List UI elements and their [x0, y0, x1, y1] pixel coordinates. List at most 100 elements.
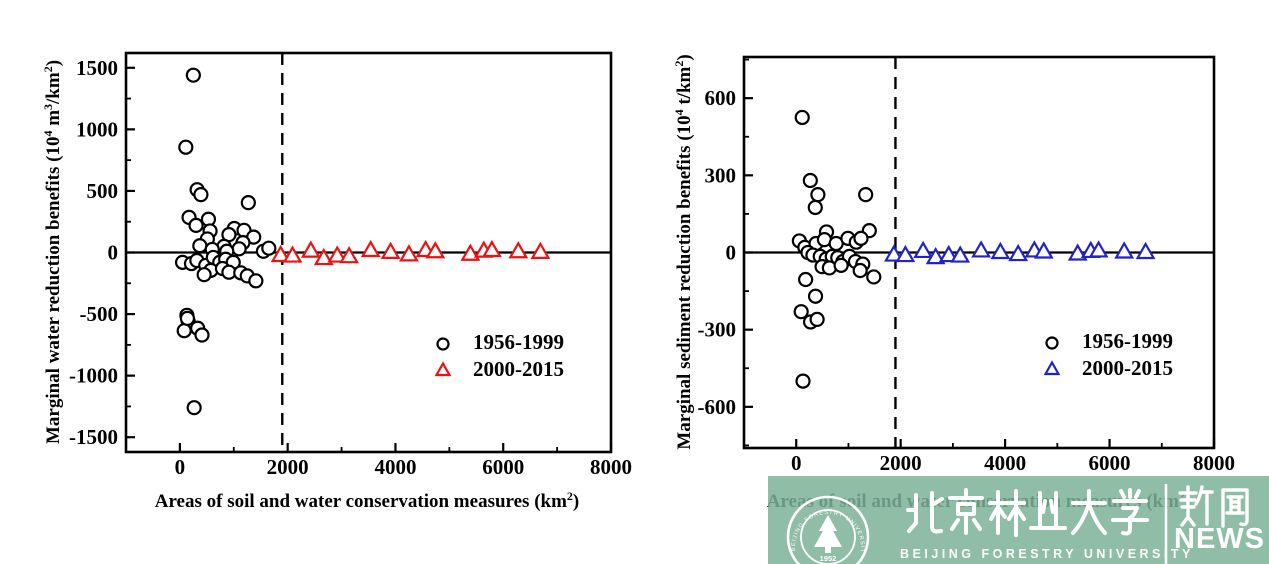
y-axis-label-right: Marginal sediment reduction benefits (10…: [671, 54, 696, 450]
data-point-circle: [866, 269, 882, 285]
data-point-triangle: [270, 244, 291, 263]
data-point-circle: [186, 400, 202, 416]
data-point-circle: [807, 288, 824, 304]
data-point-triangle: [925, 246, 946, 265]
university-name-english: BEIJING FORESTRY UNIVERSITY: [900, 547, 1194, 561]
data-point-circle: [176, 323, 192, 339]
cjk-char-xin: [1178, 485, 1214, 527]
cjk-char-lin: [988, 489, 1026, 537]
y-tick-label: 1500: [76, 56, 118, 80]
legend-label: 1956-1999: [1082, 329, 1173, 353]
legend-item-triangles: 2000-2015: [1034, 355, 1173, 382]
series-1956-1999: [791, 109, 882, 389]
news-cn-calligraphy: [1178, 485, 1249, 528]
data-point-triangle: [530, 241, 551, 259]
data-point-circle: [833, 257, 849, 273]
data-point-triangle: [460, 243, 481, 261]
y-tick-label: 0: [726, 241, 737, 265]
data-point-triangle: [399, 244, 419, 262]
data-point-triangle: [380, 241, 401, 259]
x-tick-label: 4000: [374, 455, 416, 479]
cjk-char-ye: [1029, 491, 1067, 530]
x-tick-label: 2000: [880, 451, 922, 475]
data-point-triangle: [1067, 243, 1088, 261]
data-point-triangle: [883, 244, 904, 262]
data-point-circle: [795, 373, 811, 389]
x-tick-label: 0: [791, 451, 802, 475]
x-tick-label: 0: [175, 455, 186, 479]
x-tick-label: 6000: [482, 455, 524, 479]
triangle-marker-icon: [1043, 359, 1061, 375]
data-point-circle: [793, 304, 809, 320]
legend-item-circles: 1956-1999: [1034, 328, 1173, 355]
x-tick-label: 4000: [984, 451, 1026, 475]
cjk-char-jing: [948, 488, 984, 535]
axis-ticks: 0 2000 4000 6000 8000 -600 -300 0 300 600: [698, 58, 1235, 475]
y-tick-label: -300: [698, 318, 737, 342]
data-point-circle: [240, 195, 256, 211]
data-point-circle: [858, 187, 874, 203]
data-point-circle: [194, 327, 210, 343]
university-emblem: 1952 BEIJING FORESTRY UNIVERSITY: [784, 493, 870, 564]
news-label: NEWS: [1174, 523, 1265, 555]
data-point-triangle: [1114, 241, 1135, 259]
data-point-circle: [185, 67, 201, 83]
legend-item-triangles: 2000-2015: [425, 356, 564, 383]
legend-left: 1956-1999 2000-2015: [425, 329, 564, 383]
data-point-triangle: [313, 247, 334, 266]
legend-label: 1956-1999: [473, 330, 564, 354]
data-point-circle: [852, 262, 868, 279]
y-tick-label: -500: [80, 302, 119, 326]
x-tick-label: 2000: [267, 455, 309, 479]
data-point-triangle: [300, 240, 321, 258]
legend-label: 2000-2015: [473, 357, 564, 381]
data-point-triangle: [971, 240, 991, 258]
data-point-triangle: [938, 244, 959, 263]
circle-marker-icon: [1045, 335, 1059, 350]
data-point-circle: [179, 310, 196, 326]
y-tick-label: -600: [698, 395, 737, 419]
x-tick-label: 8000: [590, 455, 632, 479]
data-point-triangle: [282, 245, 303, 263]
data-point-circle: [810, 187, 826, 203]
plot-0: 0 2000 4000 6000 8000 -1500 -1000 -500 0 500 1000 1…: [69, 51, 632, 479]
data-point-triangle: [950, 245, 971, 263]
plot-1: 0 2000 4000 6000 8000 -600 -300 0 300 600: [698, 55, 1235, 475]
x-axis-label-left: Areas of soil and water conservation mea…: [154, 488, 580, 513]
legend-right: 1956-1999 2000-2015: [1034, 328, 1173, 382]
circle-marker-icon: [436, 336, 450, 351]
data-point-circle: [231, 241, 247, 257]
emblem-tree-icon: [814, 515, 842, 553]
x-tick-label: 6000: [1089, 451, 1131, 475]
y-tick-label: 500: [87, 179, 119, 203]
axis-ticks: 0 2000 4000 6000 8000 -1500 -1000 -500 0 500 1000 1…: [69, 56, 632, 479]
y-tick-label: 300: [705, 163, 737, 187]
cjk-char-bei: [906, 491, 944, 534]
data-point-circle: [196, 267, 212, 283]
data-point-circle: [192, 238, 208, 254]
data-point-triangle: [508, 241, 529, 259]
watermark-band: BEIJING FORESTRY UNIVERSITY NEWS 1952 BE…: [768, 476, 1269, 564]
data-point-triangle: [913, 240, 934, 259]
data-point-triangle: [1135, 241, 1156, 260]
data-point-circle: [248, 273, 264, 289]
data-point-triangle: [895, 244, 916, 263]
emblem-year: 1952: [820, 554, 837, 563]
x-tick-label: 8000: [1193, 451, 1235, 475]
watermark-strokes-svg: [906, 484, 1249, 564]
emblem-inner-ring: [800, 509, 856, 564]
y-tick-label: 1000: [76, 117, 118, 141]
y-axis-label-left: Marginal water reduction benefits (104 m…: [40, 59, 65, 445]
data-point-triangle: [1088, 240, 1109, 258]
data-point-circle: [798, 271, 814, 288]
y-tick-label: 0: [108, 241, 119, 265]
cjk-char-xue: [1111, 488, 1149, 536]
y-tick-label: -1000: [69, 364, 118, 388]
data-point-circle: [853, 230, 869, 246]
cjk-char-wen: [1221, 488, 1249, 528]
cjk-char-da: [1071, 489, 1107, 535]
data-point-circle: [178, 139, 194, 155]
emblem-outer-ring: [786, 495, 870, 564]
